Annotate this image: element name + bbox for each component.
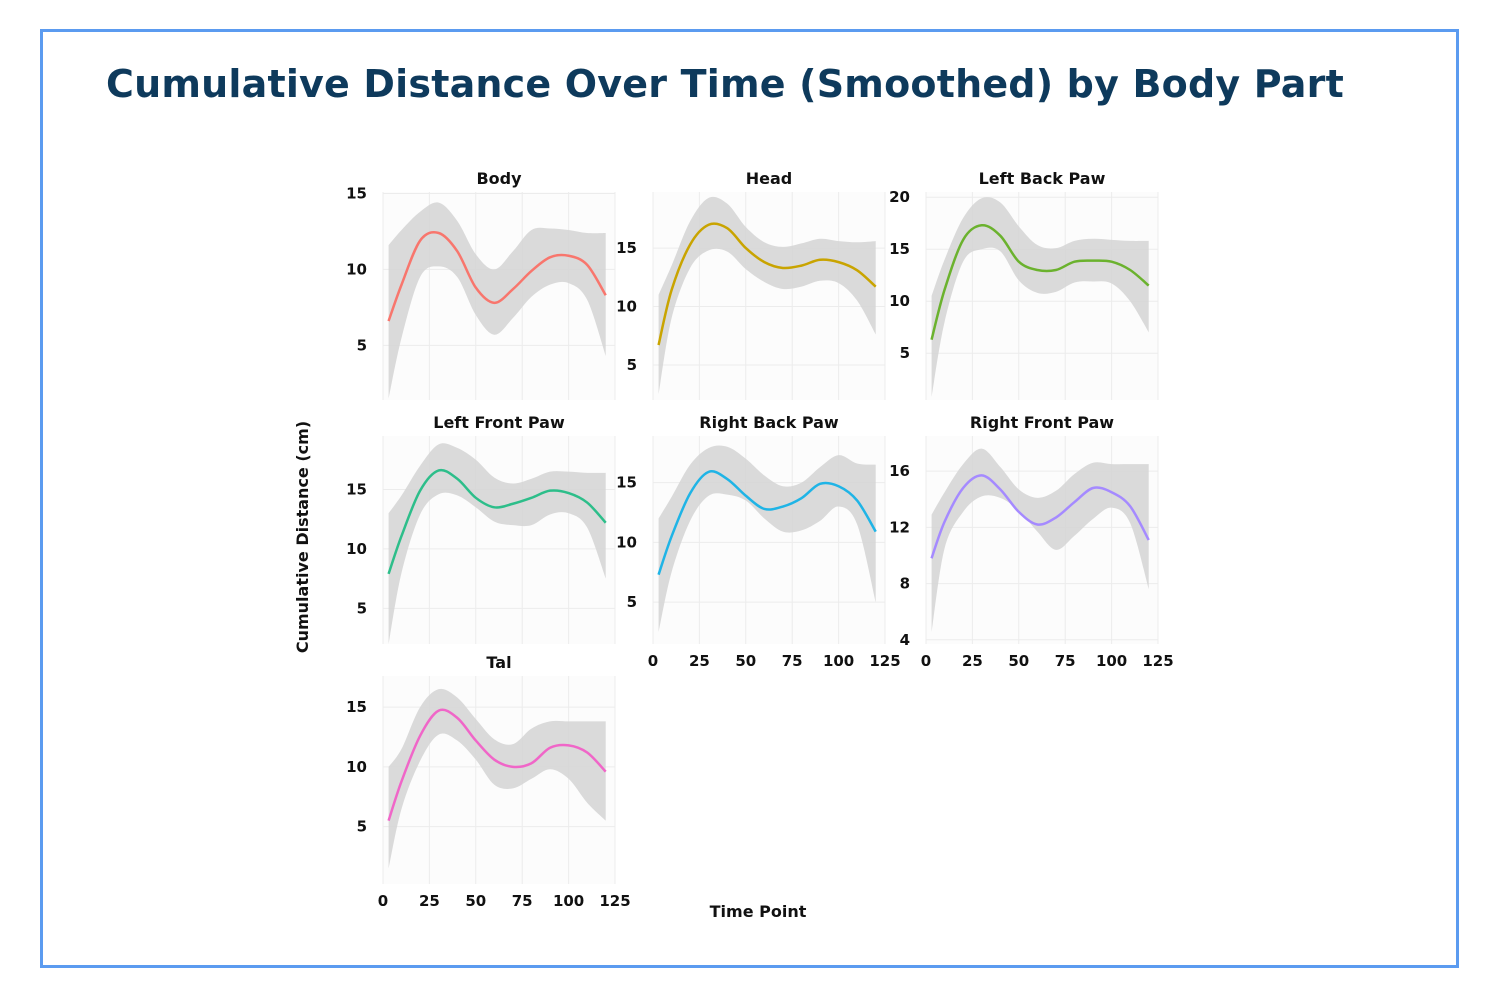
smoothed-line bbox=[387, 230, 607, 322]
y-tick-label: 15 bbox=[889, 240, 910, 258]
y-tick-label: 10 bbox=[346, 758, 367, 776]
y-tick-label: 10 bbox=[346, 540, 367, 558]
y-tick-label: 10 bbox=[346, 260, 367, 278]
panel-body: Body 5 10 15 bbox=[346, 169, 616, 400]
y-tick-label: 5 bbox=[627, 593, 637, 611]
panel-background bbox=[653, 192, 885, 400]
x-tick-label: 100 bbox=[1096, 652, 1127, 670]
y-tick-label: 5 bbox=[357, 599, 367, 617]
panel-right-front-paw: Right Front Paw 4 8 12 16 0 25 50 75 100 125 bbox=[889, 413, 1174, 670]
y-tick-label: 10 bbox=[889, 292, 910, 310]
confidence-band bbox=[931, 197, 1149, 397]
y-tick-label: 5 bbox=[357, 336, 367, 354]
panel-title: Left Back Paw bbox=[979, 169, 1106, 188]
y-tick-label: 20 bbox=[889, 188, 910, 206]
confidence-band bbox=[388, 688, 606, 869]
y-tick-label: 15 bbox=[346, 480, 367, 498]
y-tick-label: 5 bbox=[627, 356, 637, 374]
x-tick-label: 25 bbox=[962, 652, 983, 670]
y-tick-label: 5 bbox=[357, 818, 367, 836]
y-tick-label: 5 bbox=[900, 344, 910, 362]
y-tick-label: 10 bbox=[616, 533, 637, 551]
smoothed-line bbox=[930, 474, 1150, 559]
x-tick-label: 75 bbox=[782, 652, 803, 670]
x-tick-label: 125 bbox=[599, 892, 630, 910]
y-tick-label: 12 bbox=[889, 518, 910, 536]
x-tick-label: 0 bbox=[921, 652, 931, 670]
x-tick-label: 50 bbox=[465, 892, 486, 910]
panel-title: Tal bbox=[486, 653, 511, 672]
x-tick-label: 125 bbox=[869, 652, 900, 670]
chart-title: Cumulative Distance Over Time (Smoothed)… bbox=[106, 62, 1344, 106]
confidence-band bbox=[388, 443, 606, 644]
y-tick-label: 16 bbox=[889, 462, 910, 480]
smoothed-line bbox=[657, 470, 877, 576]
y-tick-label: 15 bbox=[616, 474, 637, 492]
panel-tal: Tal 5 10 15 0 25 50 75 100 125 bbox=[346, 653, 631, 910]
x-tick-label: 50 bbox=[1008, 652, 1029, 670]
panel-left-back-paw: Left Back Paw 5 10 15 20 bbox=[889, 169, 1159, 400]
confidence-band bbox=[388, 202, 606, 399]
x-tick-label: 75 bbox=[1055, 652, 1076, 670]
y-tick-label: 15 bbox=[616, 239, 637, 257]
panel-left-front-paw: Left Front Paw 5 10 15 bbox=[346, 413, 616, 644]
confidence-band bbox=[658, 196, 876, 395]
x-tick-label: 50 bbox=[735, 652, 756, 670]
y-tick-label: 4 bbox=[900, 631, 910, 649]
x-tick-label: 100 bbox=[823, 652, 854, 670]
panel-title: Head bbox=[746, 169, 793, 188]
panel-background bbox=[383, 436, 615, 644]
x-tick-label: 0 bbox=[378, 892, 388, 910]
panel-title: Left Front Paw bbox=[433, 413, 565, 432]
smoothed-line bbox=[657, 222, 877, 346]
panel-head: Head 5 10 15 bbox=[616, 169, 886, 400]
panel-title: Body bbox=[476, 169, 522, 188]
x-tick-label: 125 bbox=[1142, 652, 1173, 670]
smoothed-line bbox=[930, 224, 1150, 340]
panel-right-back-paw: Right Back Paw 5 10 15 0 25 50 75 100 125 bbox=[616, 413, 901, 670]
y-tick-label: 10 bbox=[616, 298, 637, 316]
y-tick-label: 15 bbox=[346, 698, 367, 716]
x-tick-label: 25 bbox=[689, 652, 710, 670]
y-tick-label: 8 bbox=[900, 575, 910, 593]
panel-title: Right Front Paw bbox=[970, 413, 1114, 432]
x-tick-label: 75 bbox=[512, 892, 533, 910]
x-tick-label: 0 bbox=[648, 652, 658, 670]
x-tick-label: 25 bbox=[419, 892, 440, 910]
smoothed-line bbox=[387, 708, 607, 822]
y-tick-label: 15 bbox=[346, 185, 367, 203]
smoothed-line bbox=[387, 468, 607, 575]
panel-title: Right Back Paw bbox=[699, 413, 839, 432]
confidence-band bbox=[658, 445, 876, 633]
x-axis-label: Time Point bbox=[710, 902, 807, 921]
confidence-band bbox=[931, 448, 1149, 633]
y-axis-label: Cumulative Distance (cm) bbox=[293, 421, 312, 653]
x-tick-label: 100 bbox=[553, 892, 584, 910]
